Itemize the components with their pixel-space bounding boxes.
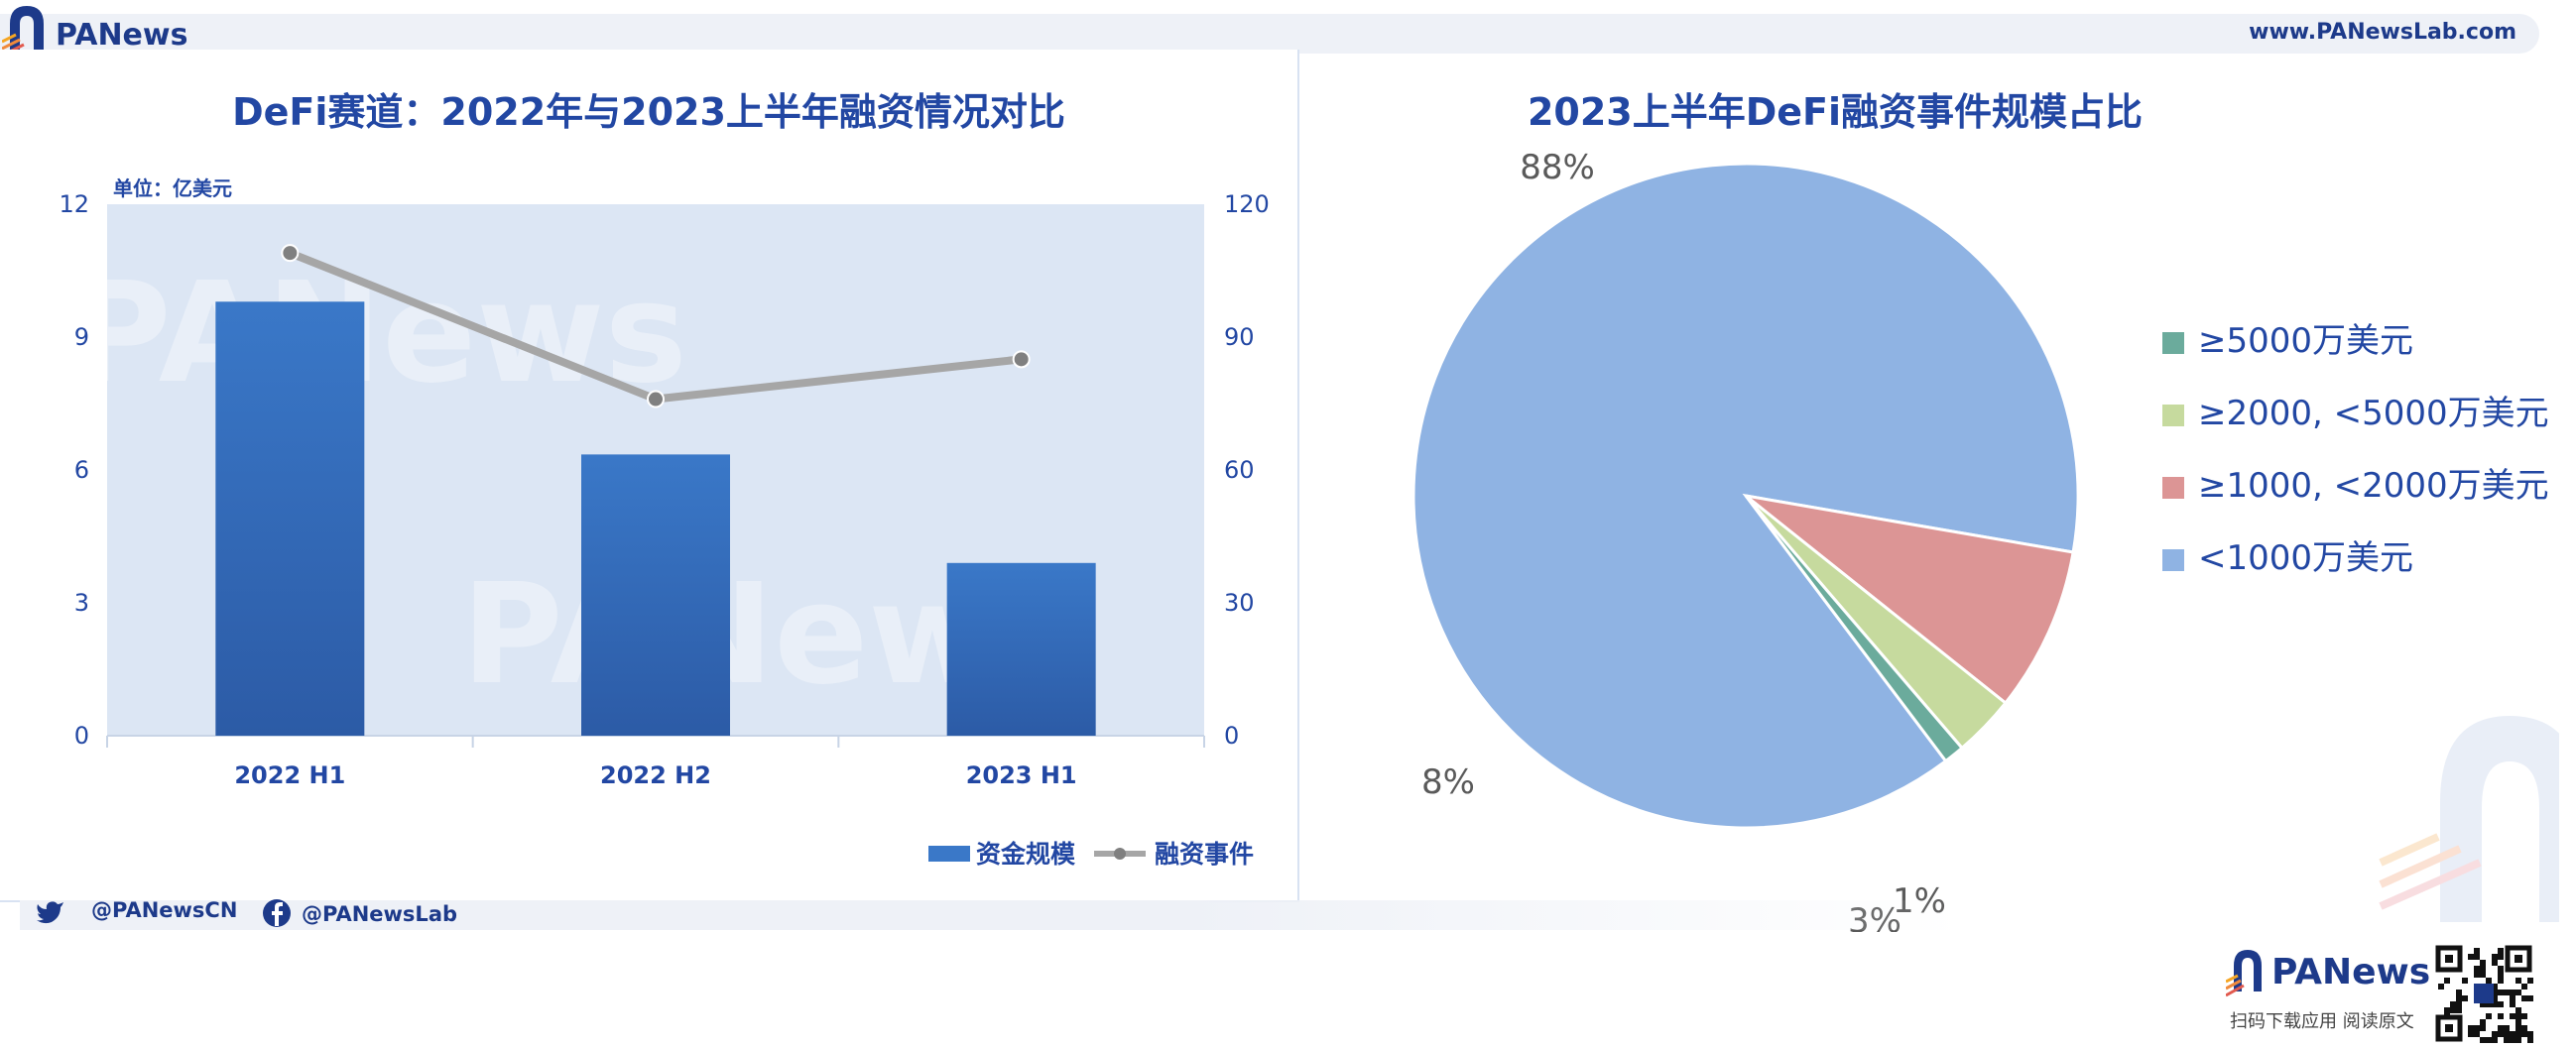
legend-line-marker xyxy=(1114,848,1126,860)
y-tick-left: 6 xyxy=(74,456,89,484)
twitter-icon[interactable] xyxy=(36,898,65,924)
y-tick-left: 0 xyxy=(74,722,89,750)
pie-chart-title: 2023上半年DeFi融资事件规模占比 xyxy=(1527,90,2144,134)
event-point xyxy=(1012,350,1031,369)
y-tick-left: 12 xyxy=(59,190,89,218)
pie-slice xyxy=(1745,494,2075,706)
bar-chart-title: DeFi赛道：2022年与2023上半年融资情况对比 xyxy=(232,90,1065,134)
pie-legend-label: ≥5000万美元 xyxy=(2198,321,2413,361)
x-tick-label: 2022 H2 xyxy=(600,761,711,789)
y-tick-right: 90 xyxy=(1224,323,1255,351)
pie-legend-label: ≥1000, <2000万美元 xyxy=(2198,466,2549,506)
watermark: PANews xyxy=(69,253,687,414)
legend-bar-swatch xyxy=(928,846,970,862)
event-point xyxy=(281,244,300,263)
legend-line-label: 融资事件 xyxy=(1155,840,1254,869)
pie-legend-swatch xyxy=(2162,477,2184,499)
facebook-icon[interactable] xyxy=(262,898,292,928)
site-url[interactable]: www.PANewsLab.com xyxy=(2249,20,2516,45)
panews-watermark-icon xyxy=(2379,716,2559,922)
unit-label-box xyxy=(107,171,282,204)
pie-legend-swatch xyxy=(2162,549,2184,571)
pie-slice xyxy=(1744,495,1965,763)
header-bar xyxy=(0,14,2539,54)
footer-brand: PANews xyxy=(2271,952,2431,992)
scan-caption: 扫码下载应用 阅读原文 xyxy=(2230,1011,2414,1032)
pie-legend-label: ≥2000, <5000万美元 xyxy=(2198,394,2549,433)
pie-legend-swatch xyxy=(2162,405,2184,426)
panews-logo-icon xyxy=(2226,950,2262,997)
pie-legend-label: <1000万美元 xyxy=(2198,538,2413,578)
y-tick-right: 0 xyxy=(1224,722,1239,750)
pie-chart: 88%8%3%1% ≥5000万美元≥2000, <5000万美元≥1000, … xyxy=(1411,148,2549,932)
header-brand: PANews xyxy=(56,18,188,53)
y-tick-right: 120 xyxy=(1224,190,1270,218)
legend-bar-label: 资金规模 xyxy=(976,840,1076,869)
y-tick-left: 9 xyxy=(74,323,89,351)
y-tick-right: 30 xyxy=(1224,589,1255,617)
pie-slice-label: 88% xyxy=(1520,148,1595,187)
bar xyxy=(946,562,1096,736)
facebook-handle[interactable]: @PANewsLab xyxy=(302,902,458,926)
x-tick-label: 2022 H1 xyxy=(234,761,345,789)
bar xyxy=(215,301,365,736)
pie-slice-label: 8% xyxy=(1421,762,1475,802)
unit-label: 单位：亿美元 xyxy=(113,176,232,200)
pie-legend-swatch xyxy=(2162,332,2184,354)
y-tick-right: 60 xyxy=(1224,456,1255,484)
twitter-handle[interactable]: @PANewsCN xyxy=(91,898,238,922)
qr-code-icon[interactable] xyxy=(2434,944,2533,1043)
x-tick-label: 2023 H1 xyxy=(966,761,1077,789)
bar xyxy=(581,454,730,736)
y-tick-left: 3 xyxy=(74,589,89,617)
event-point xyxy=(647,390,665,408)
social-bar xyxy=(20,900,1964,930)
